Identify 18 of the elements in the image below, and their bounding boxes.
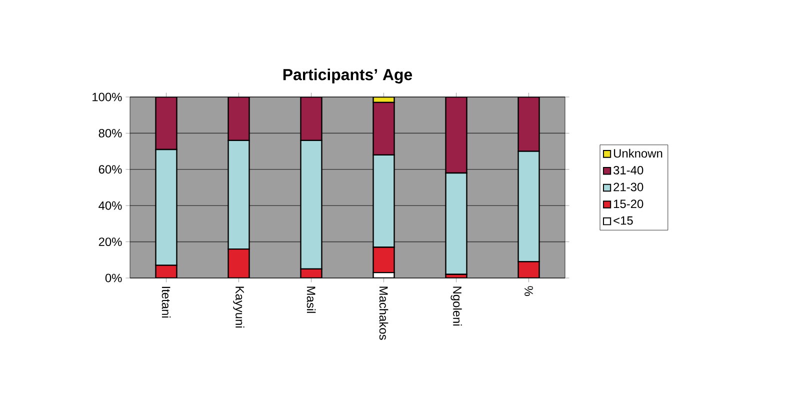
x-tick-label: Kayyuni [233,286,244,328]
legend-label: <15 [614,216,633,225]
legend-label: 15-20 [614,200,644,208]
legend-label: 21-30 [614,182,644,192]
legend-label: 31-40 [614,166,644,174]
y-tick-label: 40% [98,201,122,210]
x-tick-label: % [524,286,533,296]
y-tick-label: 0% [105,274,122,282]
x-tick-label: Machakos [379,286,388,340]
y-tick-label: 100% [92,92,122,102]
x-tick-label: Masil [306,286,316,313]
legend-label: Unknown [614,148,662,158]
y-tick-label: 20% [98,238,122,246]
x-tick-label: Ngoleni [450,286,462,326]
x-tick-label: Itetani [162,286,171,318]
y-tick-label: 80% [98,128,122,138]
y-tick-label: 60% [98,165,122,174]
chart-title: Participants’ Age [283,68,412,84]
